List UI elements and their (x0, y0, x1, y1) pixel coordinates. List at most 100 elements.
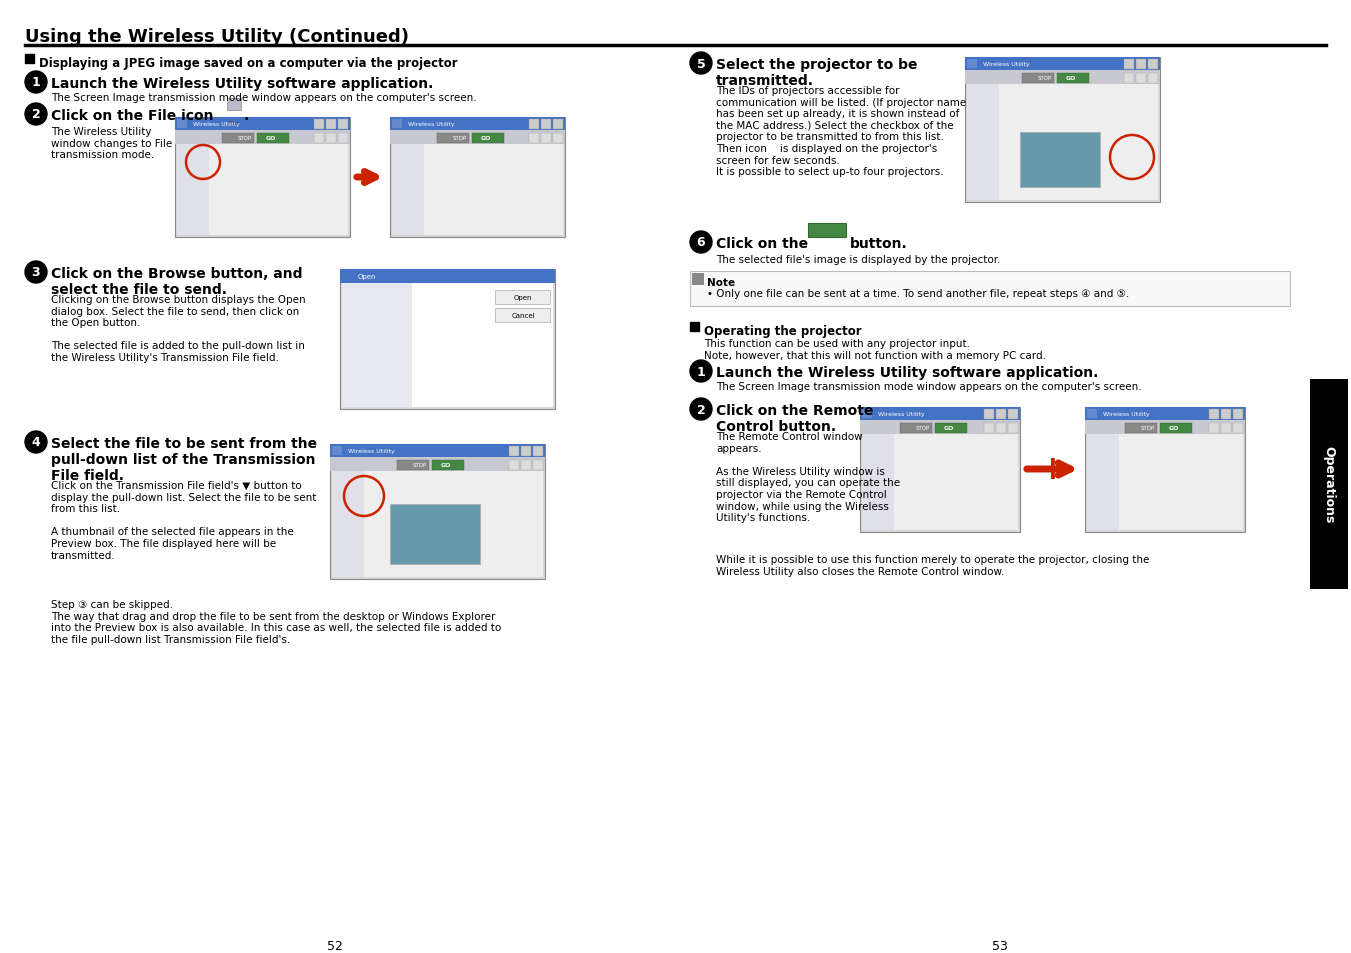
Bar (1008, 410, 1019, 419)
Text: STOP: STOP (1038, 76, 1052, 81)
Text: 2: 2 (697, 403, 705, 416)
Text: STOP: STOP (413, 463, 427, 468)
Text: Wireless Utility: Wireless Utility (984, 62, 1029, 67)
Bar (862, 435, 1019, 531)
Text: GO: GO (815, 241, 830, 251)
Bar (534, 447, 543, 456)
Circle shape (26, 432, 47, 454)
Bar (1124, 60, 1133, 70)
Text: Wireless Utility: Wireless Utility (408, 122, 455, 127)
Text: File: File (228, 121, 239, 126)
Bar (176, 131, 350, 145)
Text: Select the projector to be
transmitted.: Select the projector to be transmitted. (716, 58, 917, 88)
Bar (1124, 74, 1133, 84)
Bar (861, 420, 1020, 435)
Circle shape (26, 71, 47, 94)
Bar (176, 118, 350, 131)
Bar (390, 118, 565, 131)
Bar (967, 60, 977, 69)
Text: button.: button. (850, 236, 908, 251)
Text: Select the file to be sent from the
pull-down list of the Transmission
File fiel: Select the file to be sent from the pull… (51, 436, 317, 483)
Text: Note: Note (707, 277, 735, 288)
Bar (1085, 408, 1246, 533)
Bar (540, 120, 551, 130)
Text: Using the Wireless Utility (Continued): Using the Wireless Utility (Continued) (26, 28, 409, 46)
Text: .: . (245, 109, 249, 123)
Bar (494, 309, 550, 323)
Bar (1136, 74, 1146, 84)
Bar (257, 133, 289, 144)
Circle shape (690, 360, 712, 382)
Bar (1088, 435, 1119, 531)
Bar (1085, 408, 1246, 420)
Bar (1136, 60, 1146, 70)
Bar (540, 133, 551, 144)
Bar (326, 120, 336, 130)
Text: 1: 1 (697, 365, 705, 378)
Circle shape (690, 232, 712, 253)
Text: This function can be used with any projector input.
Note, however, that this wil: This function can be used with any proje… (704, 338, 1046, 360)
Bar (313, 120, 324, 130)
Bar (530, 120, 539, 130)
Bar (935, 423, 967, 434)
Text: Step ③ can be skipped.
The way that drag and drop the file to be sent from the d: Step ③ can be skipped. The way that drag… (51, 599, 501, 644)
Bar (1056, 74, 1089, 84)
Text: The Screen Image transmission mode window appears on the computer's screen.: The Screen Image transmission mode windo… (51, 92, 477, 103)
Text: Open: Open (513, 294, 532, 301)
Bar (176, 118, 350, 237)
Bar (996, 410, 1006, 419)
Bar (692, 274, 704, 286)
Bar (808, 224, 846, 237)
Bar (1125, 423, 1156, 434)
Bar (338, 133, 349, 144)
Bar (397, 460, 430, 471)
Text: 6: 6 (697, 236, 705, 250)
Bar (984, 410, 994, 419)
Bar (330, 444, 544, 457)
Circle shape (26, 104, 47, 126)
Bar (521, 447, 531, 456)
Text: Wireless Utility: Wireless Utility (193, 122, 239, 127)
Bar (1221, 410, 1231, 419)
Bar (436, 133, 469, 144)
Text: STOP: STOP (1142, 426, 1155, 431)
Bar (965, 58, 1161, 203)
Bar (1021, 74, 1054, 84)
Text: • Only one file can be sent at a time. To send another file, repeat steps ④ and : • Only one file can be sent at a time. T… (707, 289, 1129, 298)
Bar (332, 472, 543, 578)
Bar (1233, 410, 1243, 419)
Bar (390, 131, 565, 145)
Bar (26, 55, 34, 64)
Bar (392, 145, 563, 235)
Bar (1233, 423, 1243, 434)
Bar (471, 133, 504, 144)
Text: STOP: STOP (453, 136, 467, 141)
Text: GO: GO (1169, 426, 1179, 431)
Bar (862, 410, 871, 418)
Bar (965, 58, 1161, 71)
Bar (332, 447, 342, 456)
Bar (177, 145, 209, 235)
Text: 1: 1 (31, 76, 41, 90)
Bar (326, 133, 336, 144)
Text: Cancel: Cancel (511, 313, 535, 318)
Text: The Screen Image transmission mode window appears on the computer's screen.: The Screen Image transmission mode windo… (716, 381, 1142, 392)
Bar (861, 408, 1020, 420)
Bar (1148, 74, 1158, 84)
Bar (984, 423, 994, 434)
Text: 53: 53 (992, 939, 1008, 952)
Bar (530, 133, 539, 144)
Bar (534, 460, 543, 471)
Bar (1310, 379, 1348, 589)
Bar (553, 133, 563, 144)
Text: Wireless Utility: Wireless Utility (349, 449, 394, 454)
Text: Operations: Operations (1323, 446, 1336, 523)
Text: Click on the File icon: Click on the File icon (51, 109, 213, 123)
Text: Launch the Wireless Utility software application.: Launch the Wireless Utility software app… (51, 77, 434, 91)
Bar (862, 435, 894, 531)
Bar (1148, 60, 1158, 70)
Text: GO: GO (440, 463, 451, 468)
Bar (338, 120, 349, 130)
Bar (1088, 410, 1097, 418)
Text: Click on the: Click on the (716, 236, 808, 251)
